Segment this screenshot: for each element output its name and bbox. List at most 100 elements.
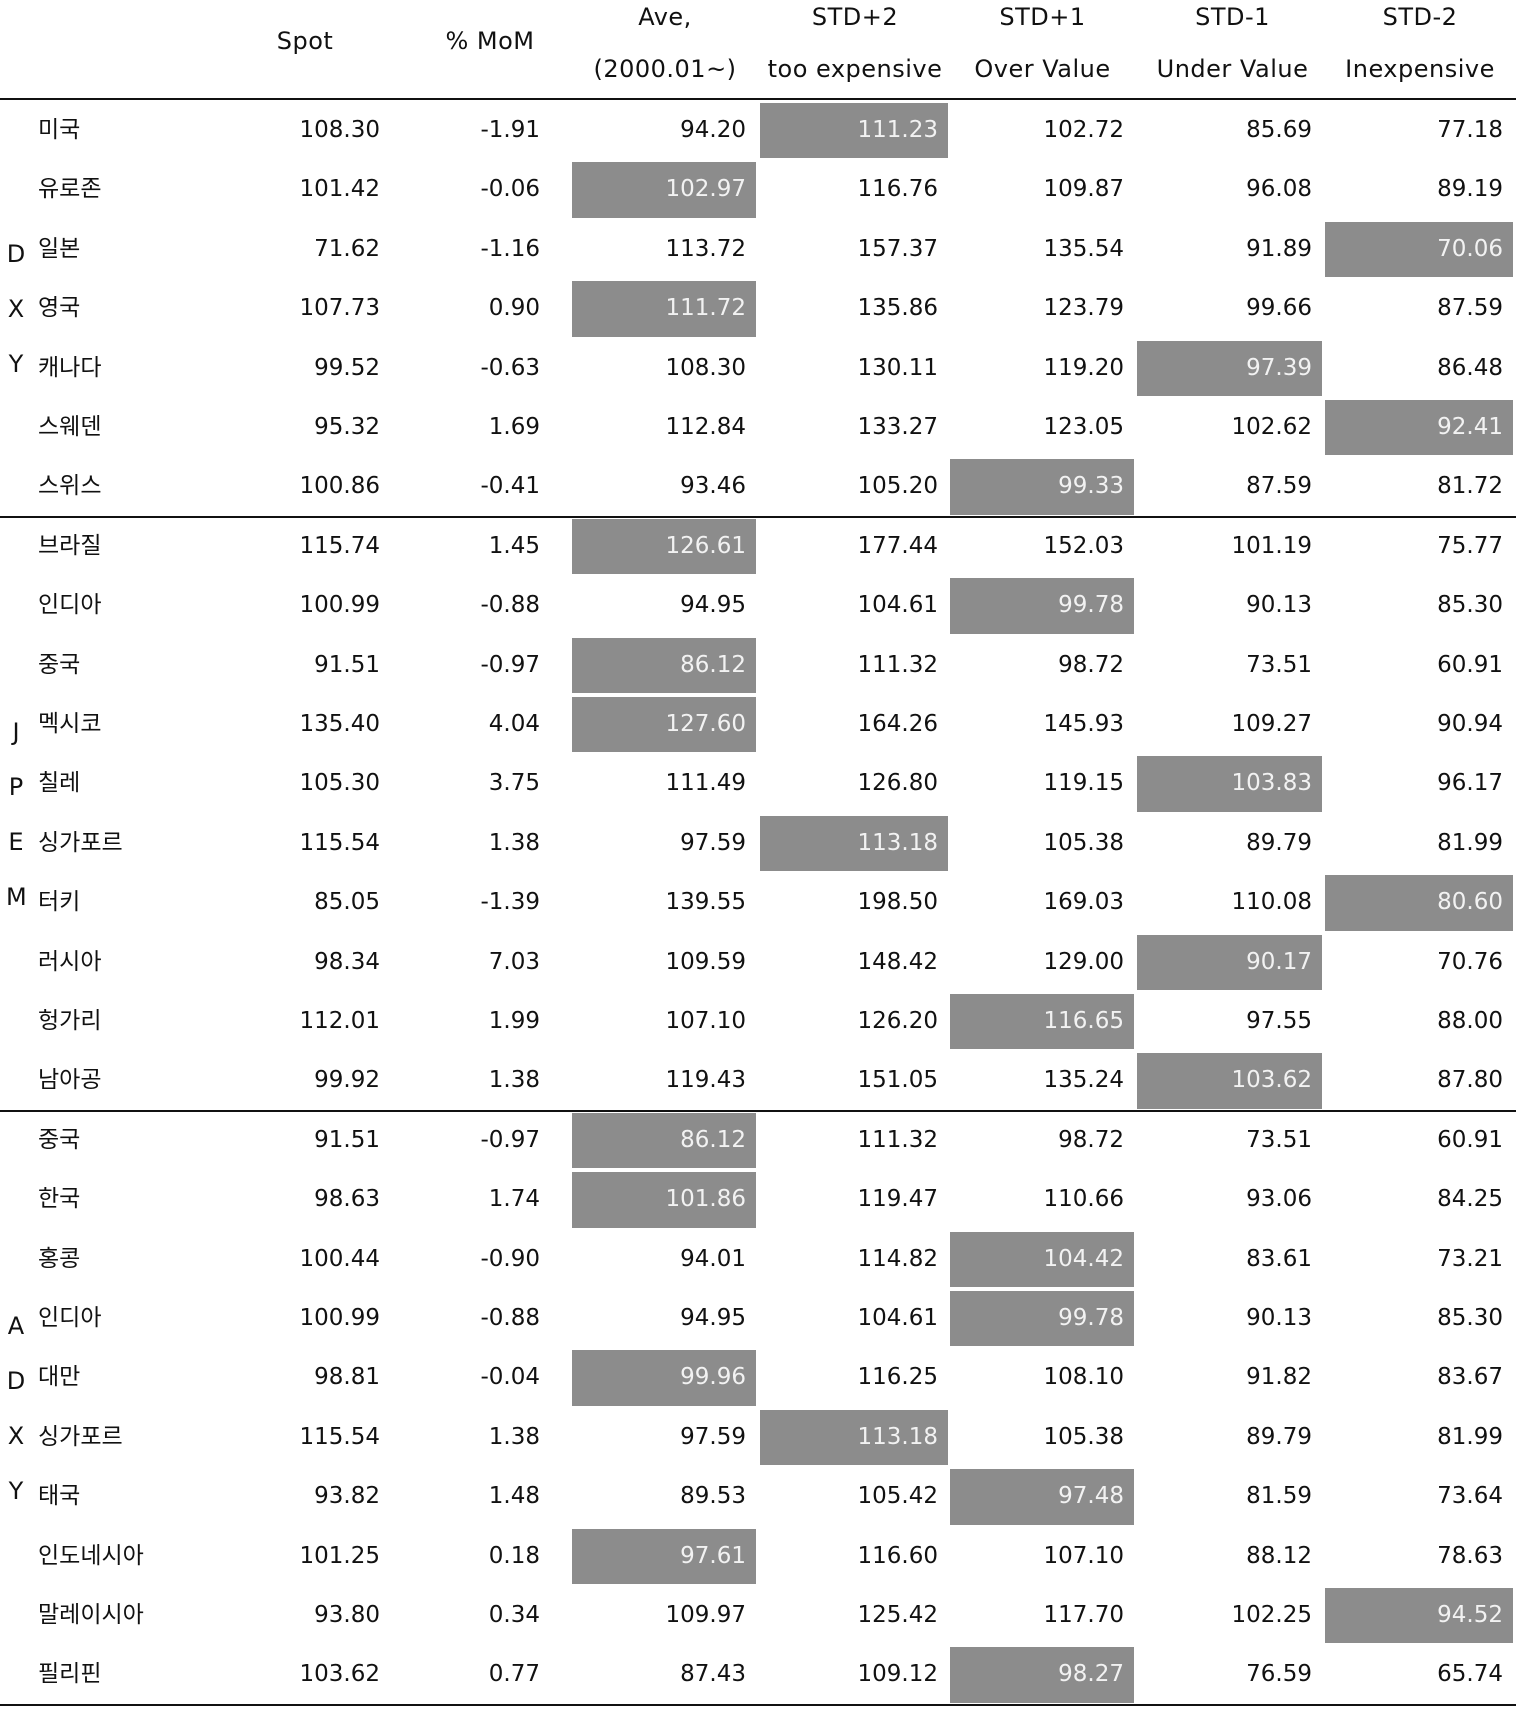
group-letter: Y — [8, 350, 24, 379]
value-cell: 115.74 — [299, 532, 380, 559]
value-cell: 111.49 — [665, 770, 746, 797]
value-cell: 80.60 — [1437, 889, 1503, 916]
value-cell: 105.42 — [857, 1483, 938, 1510]
value-cell: 109.87 — [1043, 176, 1124, 203]
value-cell: 99.96 — [680, 1364, 746, 1391]
value-cell: 99.33 — [1058, 473, 1124, 500]
value-cell: 108.30 — [665, 354, 746, 381]
value-cell: 85.30 — [1437, 592, 1503, 619]
table-row: 스웨덴 95.32 1.69 112.84 133.27 123.05 102.62 92.4… — [0, 398, 1516, 457]
highlight-box — [572, 1350, 756, 1406]
value-cell: 115.54 — [299, 829, 380, 856]
table-row: 스위스 100.86 -0.41 93.46 105.20 99.33 87.59 81.72 — [0, 457, 1516, 516]
value-cell: 117.70 — [1043, 1602, 1124, 1628]
header-std1p-line1: STD+1 — [999, 3, 1086, 31]
value-cell: 108.30 — [299, 117, 380, 143]
value-cell: 99.78 — [1058, 592, 1124, 619]
value-cell: 110.08 — [1231, 889, 1312, 916]
country-name: 인도네시아 — [38, 1542, 144, 1569]
value-cell: 112.84 — [665, 414, 746, 440]
country-name: 유로존 — [38, 176, 102, 203]
value-cell: 151.05 — [857, 1067, 938, 1094]
value-cell: 99.52 — [314, 354, 380, 381]
value-cell: 97.55 — [1246, 1008, 1312, 1034]
value-cell: 3.75 — [488, 770, 540, 797]
value-cell: 85.69 — [1246, 117, 1312, 143]
table-row: 인도네시아 101.25 0.18 97.61 116.60 107.10 88.12 78.… — [0, 1527, 1516, 1586]
value-cell: 73.51 — [1246, 651, 1312, 678]
highlight-box — [572, 637, 756, 693]
header-rule — [0, 98, 1516, 100]
value-cell: 114.82 — [857, 1245, 938, 1272]
value-cell: 87.80 — [1437, 1067, 1503, 1094]
value-cell: 94.01 — [680, 1245, 746, 1272]
table-row: 남아공 99.92 1.38 119.43 151.05 135.24 103.62 87.8… — [0, 1051, 1516, 1110]
table-row: 터키 85.05 -1.39 139.55 198.50 169.03 110.08 80.6… — [0, 873, 1516, 932]
country-name: 칠레 — [38, 770, 81, 797]
value-cell: 101.19 — [1231, 532, 1312, 559]
header-ave-line1: Ave, — [638, 3, 692, 31]
country-name: 영국 — [38, 295, 81, 322]
value-cell: 73.64 — [1437, 1483, 1503, 1510]
value-cell: 81.99 — [1437, 1423, 1503, 1450]
header-ave-line2: (2000.01~) — [593, 55, 737, 83]
value-cell: 103.62 — [1231, 1067, 1312, 1094]
value-cell: -1.39 — [480, 889, 540, 916]
country-name: 인디아 — [38, 1305, 102, 1331]
value-cell: 99.66 — [1246, 295, 1312, 322]
value-cell: 85.30 — [1437, 1305, 1503, 1331]
value-cell: 91.89 — [1246, 235, 1312, 262]
value-cell: 1.38 — [488, 1067, 540, 1094]
value-cell: -1.91 — [480, 117, 540, 143]
value-cell: 148.42 — [857, 948, 938, 975]
value-cell: 86.12 — [680, 1126, 746, 1153]
group-separator — [0, 1109, 1516, 1112]
value-cell: 60.91 — [1437, 1126, 1503, 1153]
value-cell: 177.44 — [857, 532, 938, 559]
value-cell: 105.38 — [1043, 829, 1124, 856]
highlight-box — [950, 578, 1134, 634]
value-cell: -0.41 — [480, 473, 540, 500]
group-letter: E — [8, 827, 24, 856]
value-cell: 81.59 — [1246, 1483, 1312, 1510]
value-cell: 125.42 — [857, 1602, 938, 1628]
value-cell: 89.19 — [1437, 176, 1503, 203]
value-cell: 139.55 — [665, 889, 746, 916]
value-cell: 100.99 — [299, 592, 380, 619]
value-cell: 7.03 — [488, 948, 540, 975]
highlight-box — [1325, 400, 1513, 456]
value-cell: 102.25 — [1231, 1602, 1312, 1628]
value-cell: 145.93 — [1043, 711, 1124, 737]
table-row: 유로존 101.42 -0.06 102.97 116.76 109.87 96.08 89.… — [0, 160, 1516, 219]
value-cell: 111.72 — [665, 295, 746, 322]
value-cell: 73.51 — [1246, 1126, 1312, 1153]
highlight-box — [1137, 340, 1322, 396]
value-cell: 107.10 — [1043, 1542, 1124, 1569]
value-cell: 123.05 — [1043, 414, 1124, 440]
value-cell: 89.53 — [680, 1483, 746, 1510]
table-row: 중국 91.51 -0.97 86.12 111.32 98.72 73.51 60.91 — [0, 1111, 1516, 1170]
highlight-box — [1325, 875, 1513, 931]
group-letter: M — [6, 882, 27, 911]
country-name: 대만 — [38, 1364, 81, 1391]
value-cell: 104.42 — [1043, 1245, 1124, 1272]
value-cell: 73.21 — [1437, 1245, 1503, 1272]
value-cell: 135.24 — [1043, 1067, 1124, 1094]
value-cell: 111.32 — [857, 1126, 938, 1153]
country-name: 홍콩 — [38, 1245, 81, 1272]
header-std1m-line1: STD-1 — [1195, 3, 1270, 31]
value-cell: 109.59 — [665, 948, 746, 975]
value-cell: 135.86 — [857, 295, 938, 322]
group-separator — [0, 1703, 1516, 1706]
table-row: 홍콩 100.44 -0.90 94.01 114.82 104.42 83.61 73.21 — [0, 1230, 1516, 1289]
country-name: 브라질 — [38, 532, 102, 559]
value-cell: 87.43 — [680, 1661, 746, 1688]
table-row: 싱가포르 115.54 1.38 97.59 113.18 105.38 89.79 81.9… — [0, 1408, 1516, 1467]
value-cell: 98.72 — [1058, 651, 1124, 678]
group-letter: Y — [8, 1476, 24, 1505]
table-row: 일본 71.62 -1.16 113.72 157.37 135.54 91.89 70.06 — [0, 220, 1516, 279]
value-cell: 88.12 — [1246, 1542, 1312, 1569]
table-row: 영국 107.73 0.90 111.72 135.86 123.79 99.66 87.59 — [0, 279, 1516, 338]
value-cell: 116.65 — [1043, 1008, 1124, 1034]
value-cell: 152.03 — [1043, 532, 1124, 559]
